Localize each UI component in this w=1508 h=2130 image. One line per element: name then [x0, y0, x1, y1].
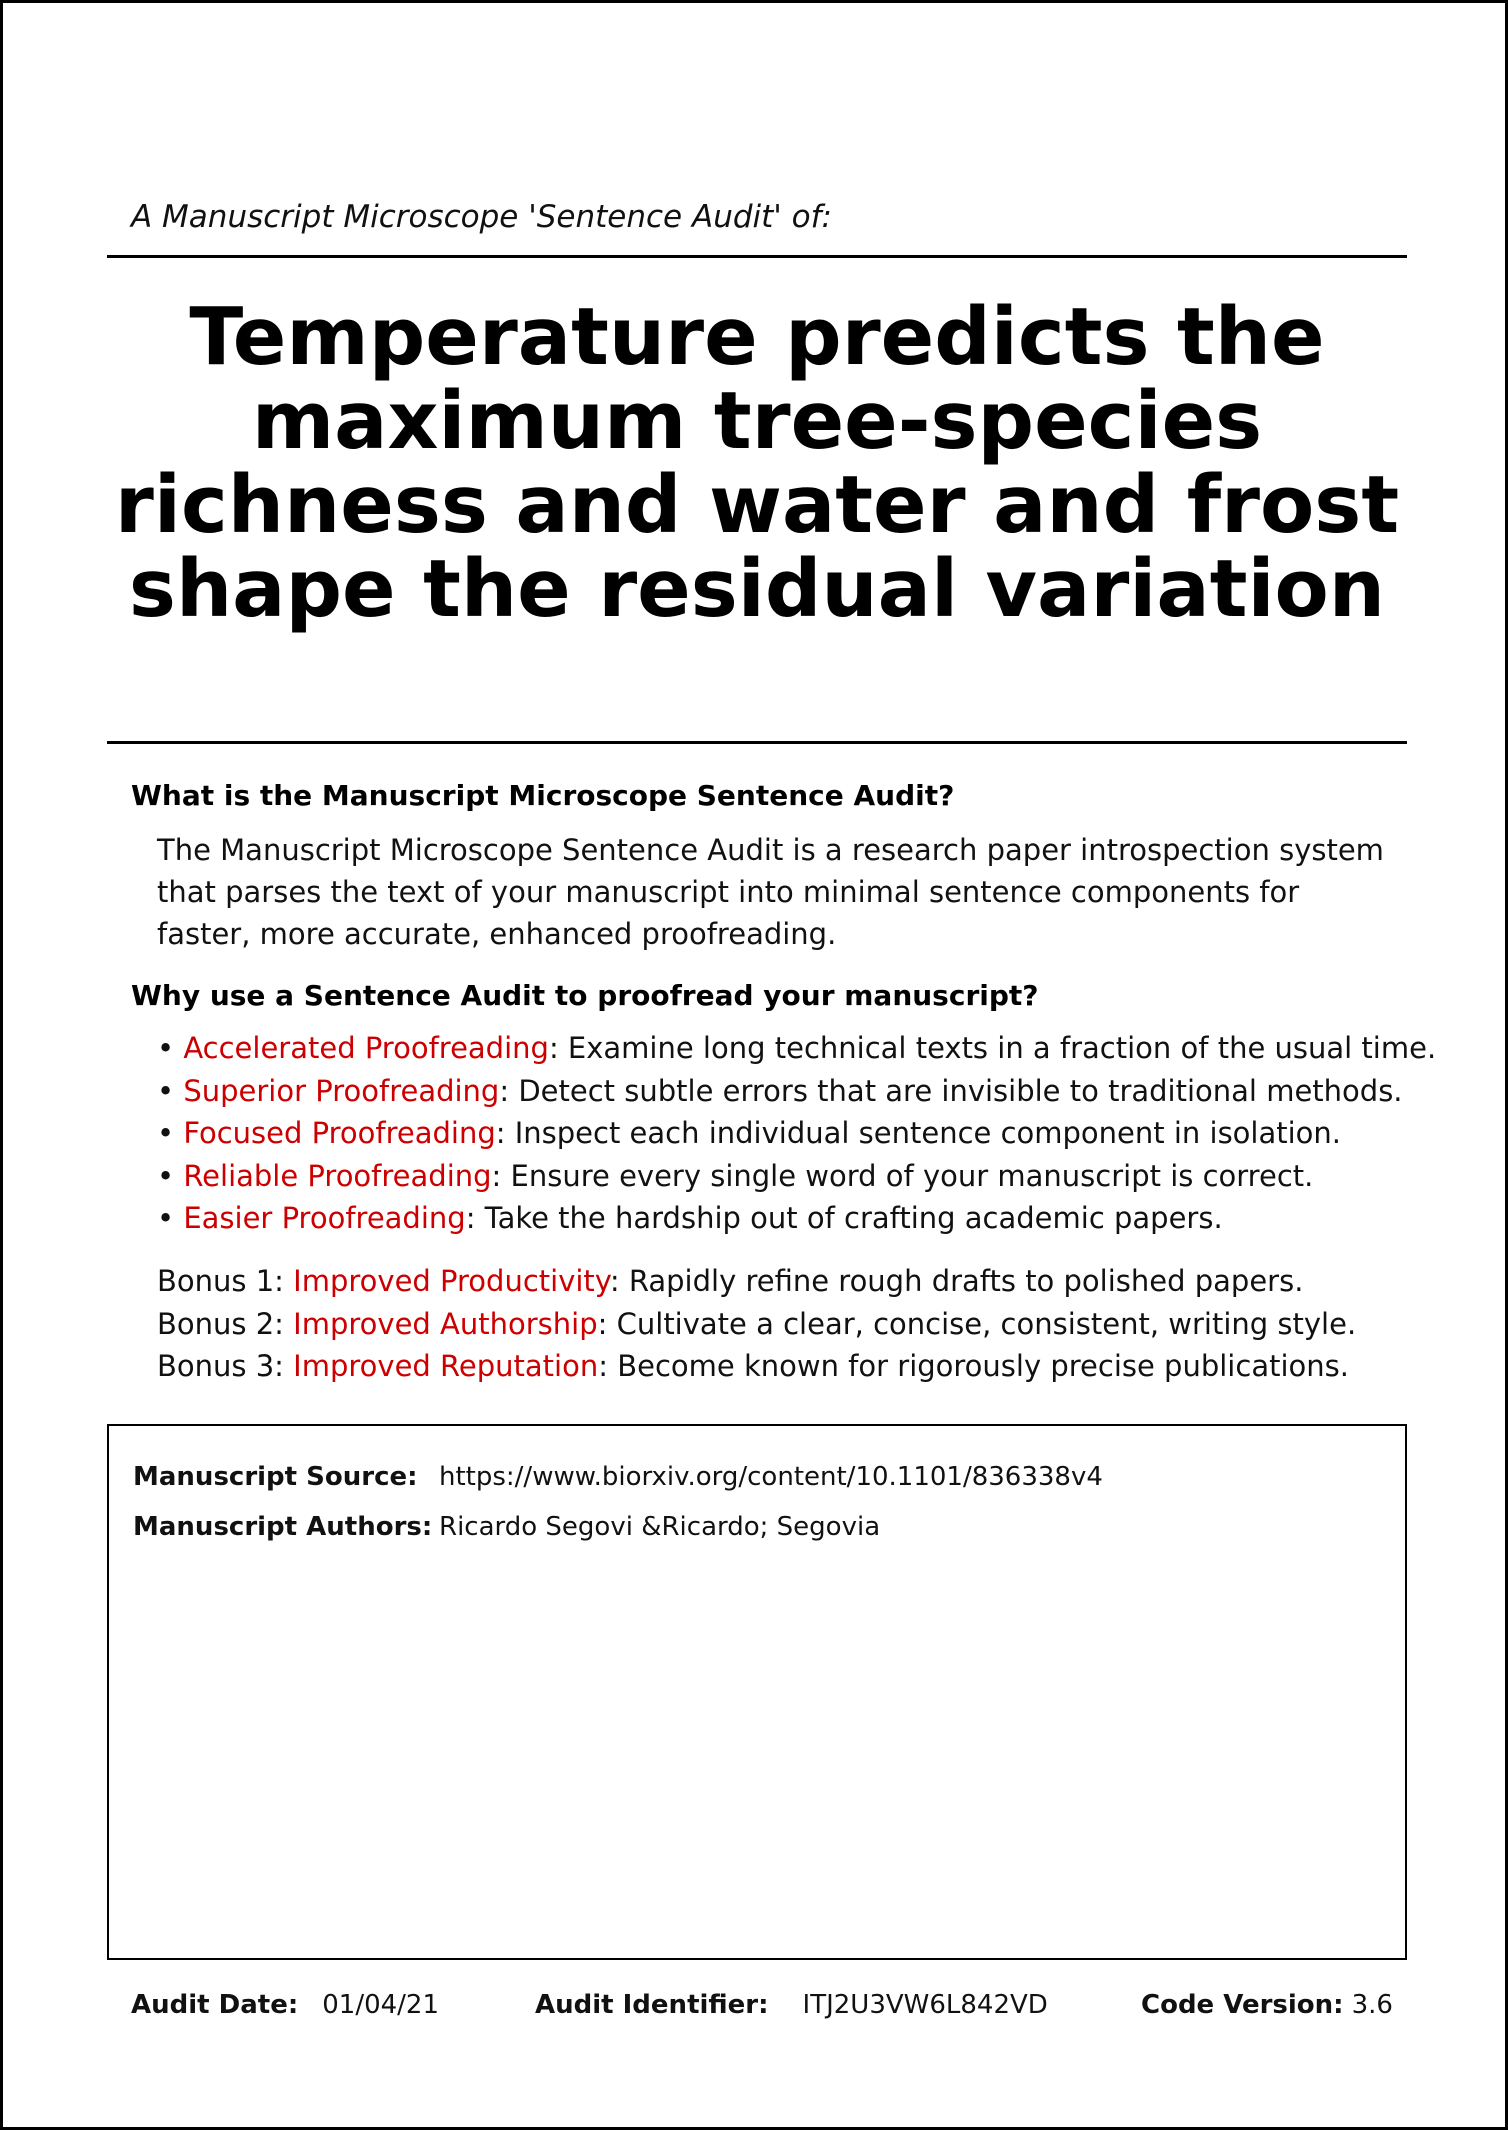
bonus-term: Improved Productivity	[293, 1264, 610, 1298]
title-top-rule	[107, 255, 1407, 258]
bonus-prefix: Bonus 3:	[157, 1349, 294, 1383]
benefit-text: : Ensure every single word of your manus…	[491, 1158, 1314, 1193]
benefit-term: Easier Proofreading	[183, 1201, 466, 1235]
manuscript-source-label: Manuscript Source:	[133, 1462, 418, 1492]
benefit-item: • Easier Proofreading: Take the hardship…	[157, 1197, 1436, 1240]
bonus-text: : Cultivate a clear, concise, consistent…	[597, 1306, 1357, 1341]
benefit-item: • Accelerated Proofreading: Examine long…	[157, 1027, 1436, 1070]
bonus-item: Bonus 3: Improved Reputation: Become kno…	[157, 1345, 1356, 1388]
bonus-term: Improved Authorship	[293, 1306, 598, 1341]
audit-kicker: A Manuscript Microscope 'Sentence Audit'…	[131, 199, 832, 235]
audit-identifier-value: ITJ2U3VW6L842VD	[802, 1990, 1048, 2020]
manuscript-authors-row: Manuscript Authors: Ricardo Segovi &Rica…	[133, 1512, 880, 1542]
benefit-text: : Take the hardship out of crafting acad…	[465, 1201, 1223, 1235]
benefit-item: • Reliable Proofreading: Ensure every si…	[157, 1155, 1436, 1198]
bullet-marker: •	[157, 1201, 184, 1235]
bonus-term: Improved Reputation	[293, 1349, 599, 1383]
manuscript-source-row: Manuscript Source: https://www.biorxiv.o…	[133, 1462, 1103, 1492]
benefit-term: Focused Proofreading	[183, 1116, 496, 1150]
code-version-value: 3.6	[1351, 1990, 1393, 2020]
about-paragraph: The Manuscript Microscope Sentence Audit…	[157, 833, 1384, 951]
manuscript-title: Temperature predicts the maximum tree-sp…	[114, 291, 1400, 635]
bullet-marker: •	[157, 1031, 184, 1065]
audit-date: Audit Date: 01/04/21	[131, 1990, 439, 2020]
benefit-text: : Inspect each individual sentence compo…	[495, 1116, 1342, 1150]
manuscript-source-link[interactable]: https://www.biorxiv.org/content/10.1101/…	[439, 1462, 1103, 1492]
manuscript-authors-label: Manuscript Authors:	[133, 1512, 433, 1542]
bullet-marker: •	[157, 1073, 184, 1108]
bonus-prefix: Bonus 1:	[157, 1264, 294, 1298]
benefit-text: : Examine long technical texts in a frac…	[548, 1031, 1437, 1065]
audit-identifier-label: Audit Identifier:	[535, 1990, 769, 2020]
benefit-term: Reliable Proofreading	[183, 1158, 492, 1193]
about-heading: What is the Manuscript Microscope Senten…	[131, 779, 955, 812]
benefit-list: • Accelerated Proofreading: Examine long…	[157, 1027, 1436, 1240]
why-heading: Why use a Sentence Audit to proofread yo…	[131, 979, 1039, 1012]
bonus-text: : Rapidly refine rough drafts to polishe…	[609, 1264, 1304, 1298]
benefit-term: Superior Proofreading	[183, 1073, 500, 1108]
code-version: Code Version: 3.6	[1141, 1990, 1393, 2020]
manuscript-authors-value: Ricardo Segovi &Ricardo; Segovia	[439, 1512, 881, 1542]
bonus-text: : Become known for rigorously precise pu…	[598, 1349, 1349, 1383]
audit-date-label: Audit Date:	[131, 1990, 299, 2020]
bullet-marker: •	[157, 1116, 184, 1150]
bonus-item: Bonus 2: Improved Authorship: Cultivate …	[157, 1303, 1356, 1346]
manuscript-info-box: Manuscript Source: https://www.biorxiv.o…	[107, 1424, 1407, 1960]
benefit-text: : Detect subtle errors that are invisibl…	[499, 1073, 1403, 1108]
title-bottom-rule	[107, 741, 1407, 744]
bonus-list: Bonus 1: Improved Productivity: Rapidly …	[157, 1260, 1356, 1388]
audit-identifier: Audit Identifier: ITJ2U3VW6L842VD	[535, 1990, 1048, 2020]
bonus-item: Bonus 1: Improved Productivity: Rapidly …	[157, 1260, 1356, 1303]
benefit-item: • Superior Proofreading: Detect subtle e…	[157, 1070, 1436, 1113]
bullet-marker: •	[157, 1158, 184, 1193]
code-version-label: Code Version:	[1141, 1990, 1344, 2020]
benefit-term: Accelerated Proofreading	[183, 1031, 549, 1065]
benefit-item: • Focused Proofreading: Inspect each ind…	[157, 1112, 1436, 1155]
audit-date-value: 01/04/21	[322, 1990, 440, 2020]
bonus-prefix: Bonus 2:	[157, 1306, 294, 1341]
